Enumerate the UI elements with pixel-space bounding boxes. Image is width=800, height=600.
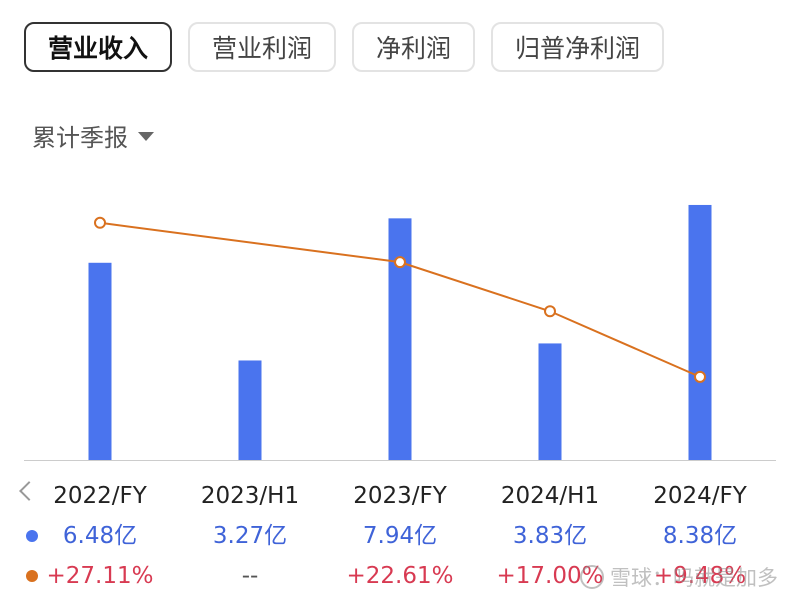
growth-trend-line — [99, 221, 701, 378]
growth-value-label: -- — [241, 563, 259, 589]
revenue-bar[interactable] — [688, 204, 712, 460]
revenue-bar[interactable] — [238, 360, 262, 460]
period-selector[interactable]: 累计季报 — [32, 118, 154, 153]
revenue-legend-dot — [26, 530, 38, 542]
tab-operating-profit[interactable]: 营业利润 — [188, 22, 337, 72]
revenue-row: 6.48亿 3.27亿 7.94亿 3.83亿 8.38亿 — [0, 516, 800, 556]
growth-point[interactable] — [544, 305, 556, 318]
revenue-bar[interactable] — [88, 262, 112, 460]
watermark: 雪球：吗就是加多 — [580, 562, 778, 592]
x-tick-label: 2022/FY — [53, 483, 147, 509]
revenue-value-label: 8.38亿 — [662, 523, 738, 549]
revenue-bar[interactable] — [388, 218, 412, 460]
growth-value-label: +22.61% — [346, 563, 454, 589]
growth-point[interactable] — [694, 370, 706, 383]
growth-legend-dot — [26, 570, 38, 582]
revenue-bar[interactable] — [538, 343, 562, 460]
tab-attributable-net-profit[interactable]: 归普净利润 — [491, 22, 665, 72]
x-tick-label: 2024/H1 — [500, 483, 600, 509]
revenue-value-label: 3.27亿 — [212, 523, 288, 549]
growth-point[interactable] — [94, 216, 106, 229]
x-tick-label: 2023/FY — [353, 483, 447, 509]
growth-point[interactable] — [394, 256, 406, 269]
caret-down-icon — [138, 132, 154, 141]
tab-net-profit[interactable]: 净利润 — [352, 22, 476, 72]
period-selector-label: 累计季报 — [32, 124, 128, 152]
snowball-logo-icon — [580, 565, 604, 589]
category-row: 2022/FY 2023/H1 2023/FY 2024/H1 2024/FY — [0, 476, 800, 516]
tab-revenue[interactable]: 营业收入 — [24, 22, 173, 72]
revenue-value-label: 3.83亿 — [512, 523, 588, 549]
revenue-value-label: 6.48亿 — [62, 523, 138, 549]
growth-value-label: +9.48% — [653, 563, 747, 589]
revenue-value-label: 7.94亿 — [362, 523, 438, 549]
data-rows: 2022/FY 2023/H1 2023/FY 2024/H1 2024/FY 6.48… — [0, 476, 800, 596]
watermark-text: 雪球：吗就是加多 — [610, 566, 778, 590]
metric-tabs: 营业收入 营业利润 净利润 归普净利润 — [24, 22, 665, 72]
x-tick-label: 2024/FY — [653, 483, 747, 509]
x-tick-label: 2023/H1 — [200, 483, 300, 509]
growth-value-label: +27.11% — [46, 563, 154, 589]
revenue-chart — [24, 204, 776, 461]
